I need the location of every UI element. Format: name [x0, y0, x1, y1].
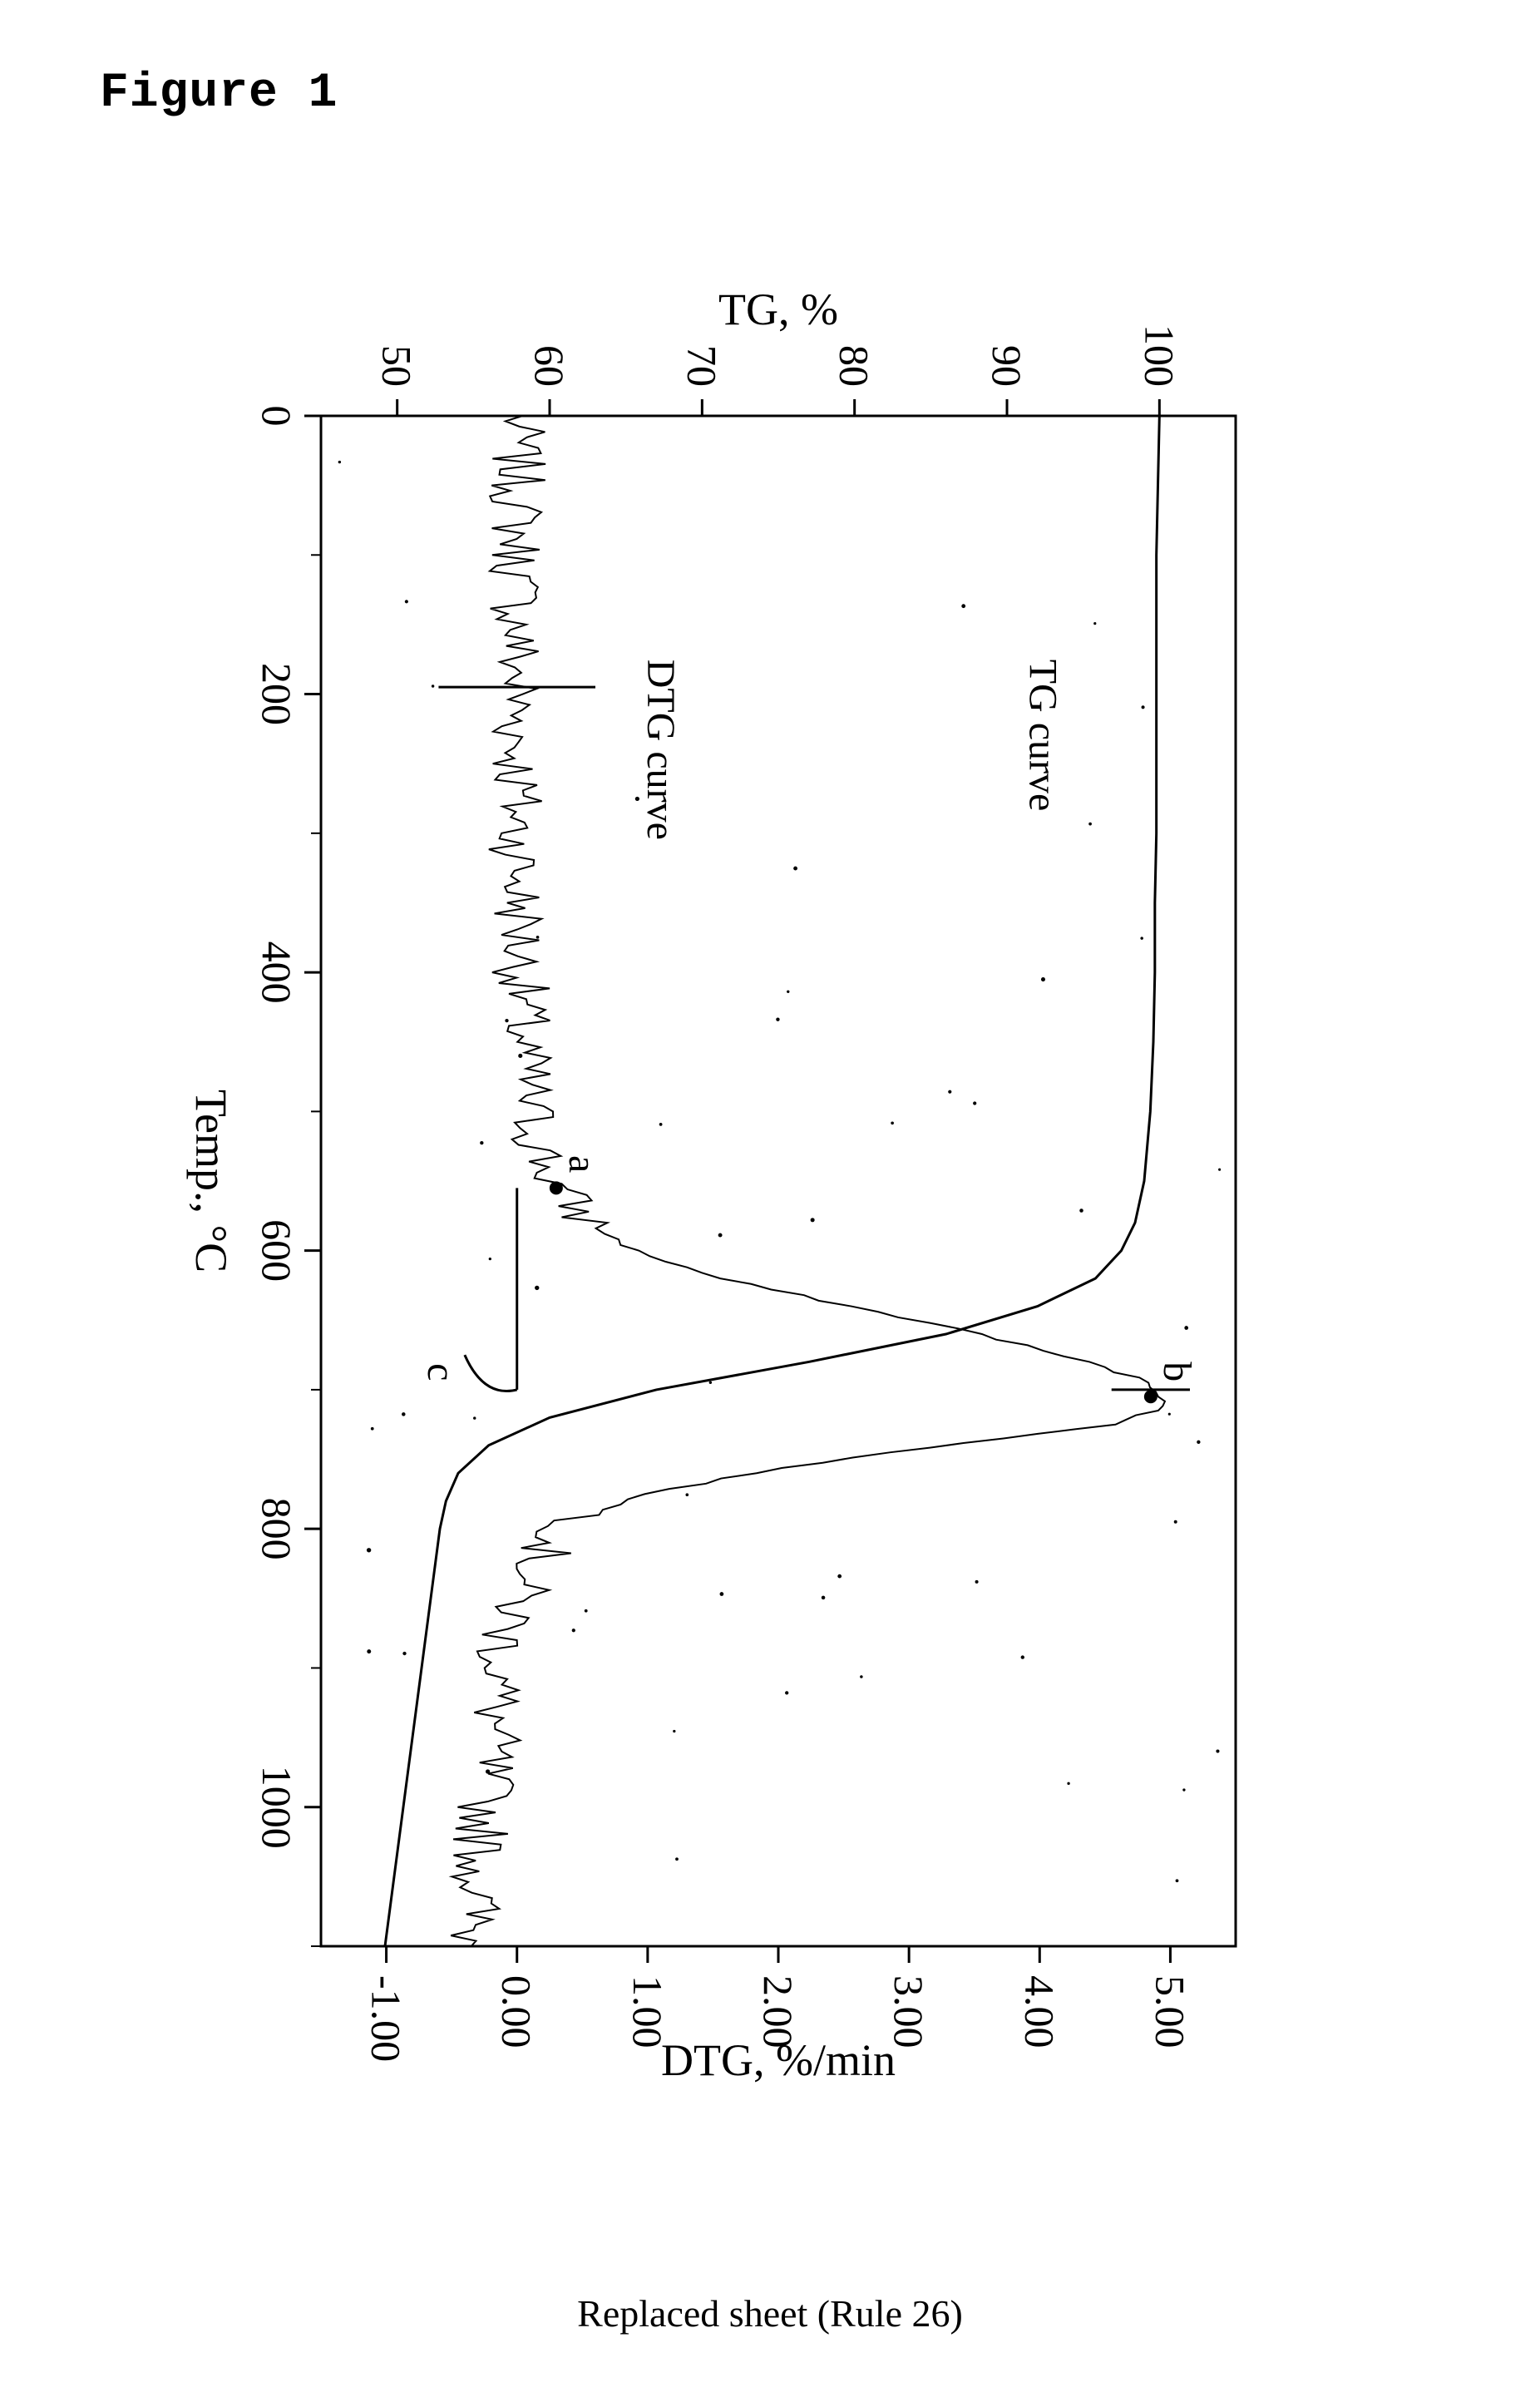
svg-text:200: 200	[254, 663, 300, 725]
svg-text:70: 70	[679, 345, 725, 387]
svg-text:-1.00: -1.00	[363, 1975, 410, 2062]
svg-text:TG curve: TG curve	[1021, 660, 1065, 812]
svg-text:60: 60	[526, 345, 573, 387]
svg-text:Temp., °C: Temp., °C	[186, 1090, 236, 1273]
svg-text:90: 90	[984, 345, 1030, 387]
svg-text:DTG curve: DTG curve	[639, 660, 683, 840]
footer-text: Replaced sheet (Rule 26)	[100, 2291, 1440, 2335]
svg-text:0.00: 0.00	[494, 1975, 540, 2049]
svg-text:5.00: 5.00	[1147, 1975, 1193, 2049]
svg-text:0: 0	[254, 406, 300, 427]
tg-dtg-chart: 0 200 400 600 800 1000 Temp., °C 50 60 70 80 90 100 T…	[100, 200, 1440, 2162]
svg-text:50: 50	[374, 345, 421, 387]
svg-text:4.00: 4.00	[1016, 1975, 1063, 2049]
svg-text:DTG, %/min: DTG, %/min	[661, 2035, 896, 2085]
svg-text:800: 800	[254, 1498, 300, 1560]
svg-text:400: 400	[254, 942, 300, 1004]
svg-text:600: 600	[254, 1219, 300, 1282]
svg-text:c: c	[419, 1363, 463, 1381]
svg-text:a: a	[560, 1155, 605, 1173]
svg-text:80: 80	[832, 345, 878, 387]
svg-text:TG, %: TG, %	[718, 284, 838, 334]
svg-text:b: b	[1155, 1362, 1199, 1381]
svg-text:100: 100	[1136, 324, 1182, 387]
svg-text:1000: 1000	[254, 1766, 300, 1849]
figure-title: Figure 1	[100, 67, 1440, 121]
